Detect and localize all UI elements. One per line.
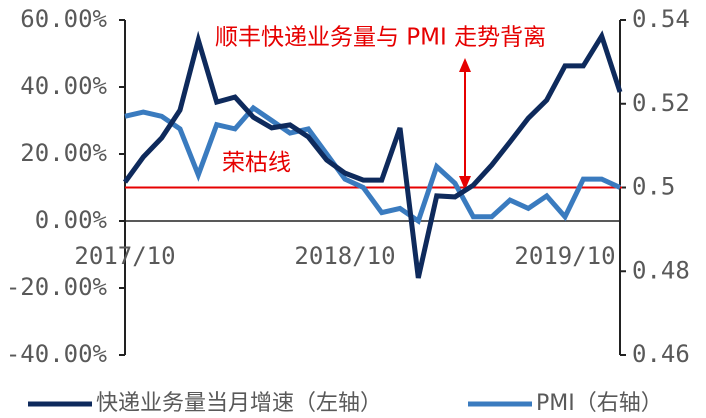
x-tick-label: 2018/10	[294, 242, 395, 270]
y2-tick-label: 0.46	[632, 340, 690, 368]
y-tick-label: 20.00%	[20, 139, 107, 167]
legend-label: 快递业务量当月增速（左轴）	[96, 391, 382, 416]
x-tick-label: 2017/10	[74, 242, 175, 270]
divergence-arrow	[459, 58, 471, 190]
y-tick-label: 0.00%	[35, 206, 108, 234]
y2-tick-label: 0.54	[632, 5, 690, 33]
y2-tick-label: 0.48	[632, 256, 690, 284]
series-line	[124, 104, 622, 225]
y-tick-label: 40.00%	[20, 72, 107, 100]
x-tick-label: 2019/10	[514, 242, 615, 270]
y-tick-label: -40.00%	[6, 340, 108, 368]
y2-tick-label: 0.5	[632, 173, 675, 201]
legend-label: PMI（右轴）	[536, 391, 663, 416]
y2-tick-label: 0.52	[632, 89, 690, 117]
y-tick-label: 60.00%	[20, 5, 107, 33]
annotation: 顺丰快递业务量与 PMI 走势背离	[215, 25, 546, 51]
y-tick-label: -20.00%	[6, 273, 108, 301]
series-line	[122, 30, 623, 279]
reference-line-label: 荣枯线	[222, 150, 291, 176]
